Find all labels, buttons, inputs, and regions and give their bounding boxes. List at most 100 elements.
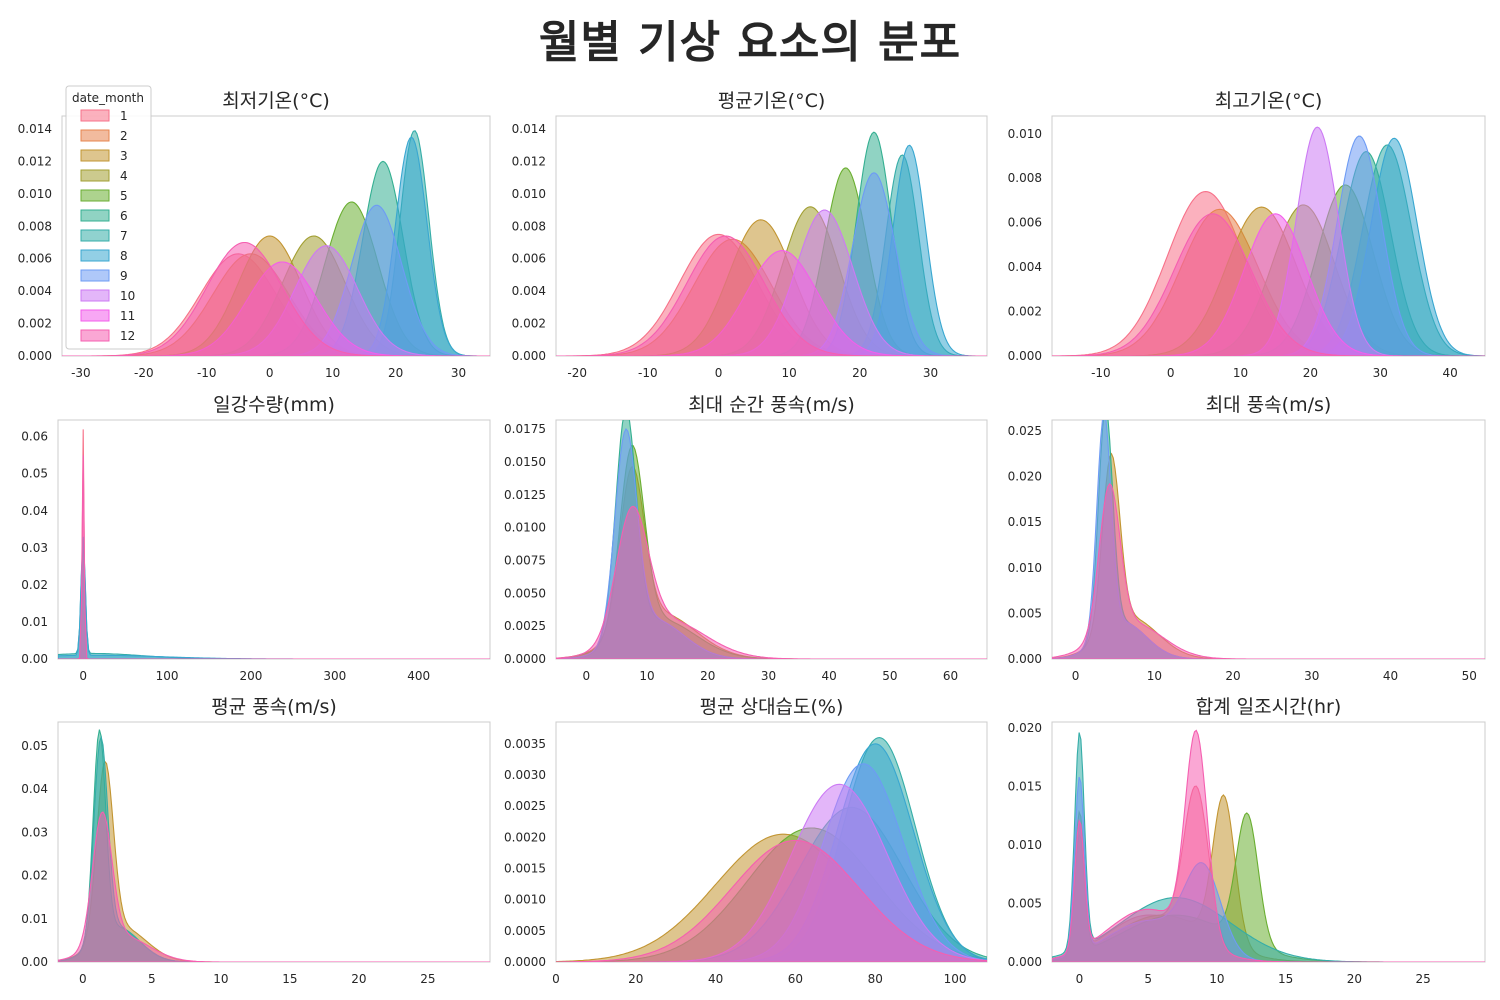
panel-title: 일강수량(mm) xyxy=(213,394,335,416)
kde-area-month-12 xyxy=(1052,213,1485,356)
legend-label: 1 xyxy=(120,109,128,123)
y-tick-label: 0.010 xyxy=(1008,127,1042,141)
legend-swatch xyxy=(80,229,110,242)
figure-title: 월별 기상 요소의 분포 xyxy=(538,17,962,68)
y-tick-label: 0.006 xyxy=(512,252,546,266)
y-tick-label: 0.000 xyxy=(18,349,52,363)
x-tick-label: 40 xyxy=(708,972,723,986)
legend-swatch xyxy=(80,169,110,182)
y-tick-label: 0.05 xyxy=(21,739,48,753)
y-tick-label: 0.025 xyxy=(1008,424,1042,438)
x-tick-label: 0 xyxy=(715,366,723,380)
panel-title: 최대 풍속(m/s) xyxy=(1206,394,1332,416)
y-tick-label: 0.010 xyxy=(512,187,546,201)
y-tick-label: 0.008 xyxy=(1008,171,1042,185)
x-tick-label: 0 xyxy=(1167,366,1175,380)
x-tick-label: 60 xyxy=(943,669,958,683)
y-tick-label: 0.015 xyxy=(1008,779,1042,793)
panel-5: 0 10 20 30 40 50 60 0.0000 0.0025 0.0050 0.0075 0.0… xyxy=(504,394,988,683)
y-tick-label: 0.012 xyxy=(512,154,546,168)
x-tick-label: 20 xyxy=(1347,972,1362,986)
x-tick-label: 20 xyxy=(628,972,643,986)
y-tick-label: 0.00 xyxy=(21,955,48,969)
y-tick-label: 0.0025 xyxy=(504,799,546,813)
y-tick-label: 0.000 xyxy=(1008,349,1042,363)
y-tick-label: 0.02 xyxy=(21,578,48,592)
y-tick-label: 0.002 xyxy=(18,317,52,331)
legend-label: 5 xyxy=(120,189,128,203)
x-tick-label: 25 xyxy=(420,972,435,986)
panel-2: -20 -10 0 10 20 30 0.000 0.002 0.004 0.006 0.008 0.… xyxy=(512,90,988,380)
panel-4: 0 100 200 300 400 0.00 0.01 0.02 0.03 0.04 0.05 0.0… xyxy=(21,394,491,683)
kde-area-month-8 xyxy=(556,144,987,356)
x-tick-label: 0 xyxy=(1076,972,1084,986)
x-tick-label: 400 xyxy=(407,669,430,683)
y-tick-label: 0.02 xyxy=(21,869,48,883)
y-tick-label: 0.010 xyxy=(1008,838,1042,852)
kde-area-month-12 xyxy=(1052,483,1485,659)
x-tick-label: 30 xyxy=(1304,669,1319,683)
x-tick-label: 10 xyxy=(1147,669,1162,683)
panel-9: 0 5 10 15 20 25 0.000 0.005 0.010 0.015 0.020 합계 일조… xyxy=(1008,696,1486,986)
x-tick-label: 5 xyxy=(1144,972,1152,986)
y-tick-label: 0.002 xyxy=(512,317,546,331)
kde-area-month-12 xyxy=(62,241,490,356)
y-tick-label: 0.05 xyxy=(21,467,48,481)
x-tick-label: 20 xyxy=(1303,366,1318,380)
legend-swatch xyxy=(80,129,110,142)
legend-label: 10 xyxy=(120,289,135,303)
x-tick-label: 10 xyxy=(639,669,654,683)
legend-label: 12 xyxy=(120,329,135,343)
x-tick-label: 0 xyxy=(552,972,560,986)
plot-frame xyxy=(57,419,491,660)
x-tick-label: 30 xyxy=(451,366,466,380)
x-tick-label: 20 xyxy=(388,366,403,380)
y-tick-label: 0.0150 xyxy=(504,455,546,469)
y-tick-label: 0.0015 xyxy=(504,861,546,875)
kde-area-month-12 xyxy=(1052,729,1485,962)
legend-title: date_month xyxy=(72,91,144,105)
kde-area-month-7 xyxy=(58,542,490,659)
legend-swatch xyxy=(80,329,110,342)
y-tick-label: 0.005 xyxy=(1008,896,1042,910)
y-tick-label: 0.020 xyxy=(1008,470,1042,484)
x-tick-label: 10 xyxy=(782,366,797,380)
series-group xyxy=(62,130,490,356)
legend-swatch xyxy=(80,109,110,122)
series-group xyxy=(1052,420,1485,659)
y-tick-label: 0.01 xyxy=(21,615,48,629)
y-tick-label: 0.0010 xyxy=(504,893,546,907)
kde-area-month-12 xyxy=(58,811,490,962)
series-group xyxy=(1052,126,1485,356)
series-group xyxy=(58,429,490,659)
y-tick-label: 0.012 xyxy=(18,154,52,168)
y-tick-label: 0.0175 xyxy=(504,422,546,436)
x-tick-label: 30 xyxy=(923,366,938,380)
y-tick-label: 0.000 xyxy=(1008,955,1042,969)
y-tick-label: 0.03 xyxy=(21,541,48,555)
y-tick-label: 0.0035 xyxy=(504,737,546,751)
y-tick-label: 0.0025 xyxy=(504,619,546,633)
kde-area-month-12 xyxy=(556,839,987,962)
y-tick-label: 0.008 xyxy=(512,219,546,233)
x-tick-label: 5 xyxy=(148,972,156,986)
y-tick-label: 0.06 xyxy=(21,430,48,444)
panel-title: 평균 상대습도(%) xyxy=(700,696,844,718)
plot-frame xyxy=(57,721,491,963)
legend-swatch xyxy=(80,149,110,162)
x-tick-label: 0 xyxy=(79,972,87,986)
legend-swatch xyxy=(80,209,110,222)
legend-swatch xyxy=(80,249,110,262)
y-tick-label: 0.020 xyxy=(1008,721,1042,735)
legend-label: 9 xyxy=(120,269,128,283)
x-tick-label: 20 xyxy=(1225,669,1240,683)
x-tick-label: 60 xyxy=(788,972,803,986)
legend-swatch xyxy=(80,289,110,302)
y-tick-label: 0.04 xyxy=(21,782,48,796)
legend-label: 3 xyxy=(120,149,128,163)
x-tick-label: 15 xyxy=(282,972,297,986)
y-tick-label: 0.0125 xyxy=(504,488,546,502)
series-group xyxy=(1052,729,1485,962)
